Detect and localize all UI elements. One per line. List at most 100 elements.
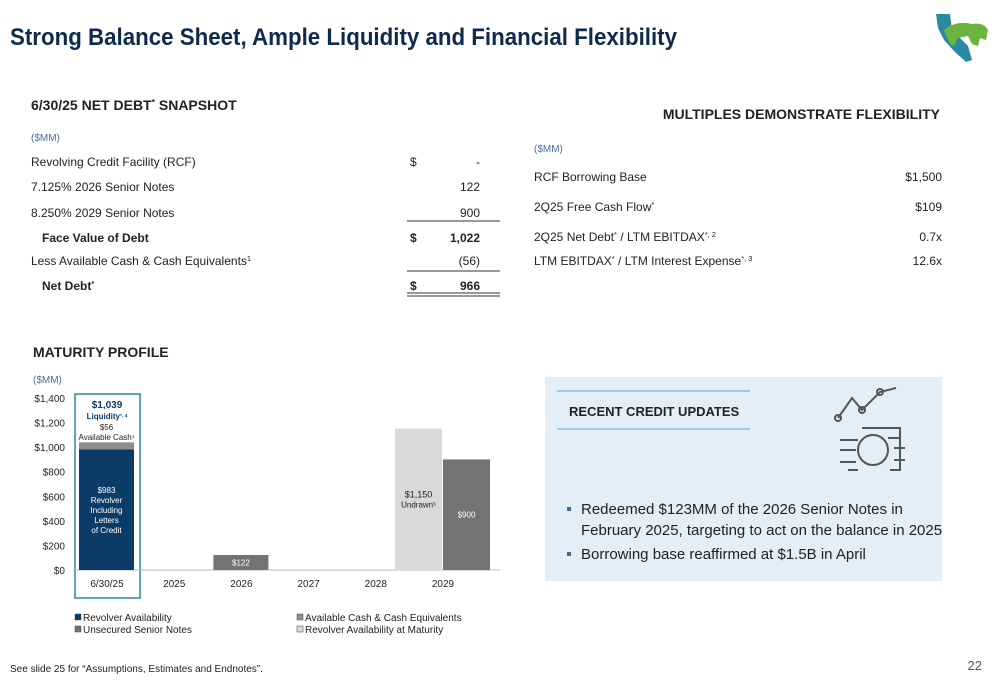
row-label-part: * xyxy=(614,230,617,239)
finance-icon xyxy=(834,387,905,471)
panel-title-part: RECENT CREDIT UPDATES xyxy=(569,404,740,419)
x-tick-label-part: 2029 xyxy=(432,579,455,590)
data-label-part: $56 xyxy=(100,423,114,432)
data-label: $122 xyxy=(232,559,250,568)
legend-label: Revolver Availability xyxy=(83,613,172,624)
row-label-part: * xyxy=(612,254,615,263)
row-label-part: Less Available Cash & Cash Equivalents xyxy=(31,254,247,268)
row-label: 8.250% 2029 Senior Notes xyxy=(31,206,174,220)
y-tick-label: $1,400 xyxy=(34,394,65,405)
section-title: 6/30/25 NET DEBT* SNAPSHOT xyxy=(31,97,237,113)
legend-label-part: Revolver Availability at Maturity xyxy=(305,625,443,636)
row-label-part: 1 xyxy=(247,254,251,263)
row-label-part: * xyxy=(651,200,654,209)
row-label-part: 8.250% 2029 Senior Notes xyxy=(31,206,174,220)
bar-caption: Revolver xyxy=(91,496,123,505)
x-tick-label: 2026 xyxy=(230,579,253,590)
bar-caption-part: Available Cash xyxy=(79,433,132,442)
x-tick-label-part: 2027 xyxy=(297,579,320,590)
bar-caption-part: Revolver xyxy=(91,496,123,505)
axis-label-part: ($MM) xyxy=(33,375,62,386)
chart-title-part: MATURITY PROFILE xyxy=(33,344,169,360)
y-tick-label-part: $200 xyxy=(43,541,66,552)
section-title-part: * xyxy=(152,97,156,107)
data-label-part: $900 xyxy=(458,511,476,520)
y-tick-label: $400 xyxy=(43,517,66,528)
row-value-part: $109 xyxy=(915,200,942,214)
row-value: - xyxy=(476,155,480,169)
row-value-part: $1,500 xyxy=(905,170,942,184)
y-tick-label-part: $1,000 xyxy=(34,443,65,454)
x-tick-label-part: 2026 xyxy=(230,579,253,590)
bullet-text: Borrowing base reaffirmed at $1.5B in Ap… xyxy=(581,546,866,563)
x-tick-label: 2025 xyxy=(163,579,186,590)
x-tick-label-part: 6/30/25 xyxy=(90,579,124,590)
row-value: 900 xyxy=(460,206,480,220)
row-currency: $ xyxy=(410,279,417,293)
row-label-part: 7.125% 2026 Senior Notes xyxy=(31,180,174,194)
axis-label: ($MM) xyxy=(33,375,62,386)
y-tick-label: $200 xyxy=(43,541,66,552)
x-tick-label-part: 2025 xyxy=(163,579,186,590)
bar-caption-part: 1 xyxy=(132,434,135,440)
row-value: (56) xyxy=(459,254,480,268)
data-label: $1,150 xyxy=(405,489,433,499)
data-label-part: $122 xyxy=(232,559,250,568)
row-label-part: / LTM Interest Expense xyxy=(615,254,742,268)
row-label: Net Debt* xyxy=(42,279,94,294)
legend-swatch xyxy=(74,625,82,633)
bullet-text-part: Borrowing base reaffirmed at $1.5B in Ap… xyxy=(581,546,866,563)
legend-label-part: Unsecured Senior Notes xyxy=(83,625,192,636)
bullet-text-part: Redeemed $123MM of the 2026 Senior Notes… xyxy=(581,501,903,518)
row-label: LTM EBITDAX* / LTM Interest Expense*, 3 xyxy=(534,254,752,269)
row-currency-part: $ xyxy=(410,155,417,169)
data-label-part: $983 xyxy=(98,486,116,495)
x-tick-label: 2027 xyxy=(297,579,320,590)
section-title-part: 6/30/25 NET DEBT xyxy=(31,97,152,113)
row-label-part: Revolving Credit Facility (RCF) xyxy=(31,155,196,169)
bar-caption: of Credit xyxy=(91,526,122,535)
bullet-text-part: February 2025, targeting to act on the b… xyxy=(581,522,942,539)
y-tick-label-part: $1,200 xyxy=(34,419,65,430)
legend-label: Unsecured Senior Notes xyxy=(83,625,192,636)
legend-swatch xyxy=(74,613,82,621)
bullet-marker xyxy=(567,507,571,511)
y-tick-label-part: $0 xyxy=(54,566,66,577)
y-tick-label-part: $600 xyxy=(43,492,66,503)
row-currency-part: $ xyxy=(410,279,417,293)
bar-caption: Available Cash1 xyxy=(79,433,135,442)
row-label-part: 2Q25 Net Debt xyxy=(534,230,615,244)
bar xyxy=(213,555,269,570)
row-value: 122 xyxy=(460,180,480,194)
bullet-marker xyxy=(567,552,571,556)
unit-label: ($MM) xyxy=(31,133,60,144)
bullet-text: February 2025, targeting to act on the b… xyxy=(581,522,942,539)
row-value-part: 122 xyxy=(460,180,480,194)
y-tick-label: $1,200 xyxy=(34,419,65,430)
row-label-part: Face Value of Debt xyxy=(42,231,149,245)
y-tick-label-part: $400 xyxy=(43,517,66,528)
y-tick-label: $600 xyxy=(43,492,66,503)
data-label-part: $1,150 xyxy=(405,489,433,499)
y-tick-label: $800 xyxy=(43,468,66,479)
row-label-part: LTM EBITDAX xyxy=(534,254,612,268)
logo-bear xyxy=(944,22,988,46)
section-title-part: MULTIPLES DEMONSTRATE FLEXIBILITY xyxy=(663,106,941,122)
panel-title: RECENT CREDIT UPDATES xyxy=(569,404,740,419)
bar-caption-part: Letters xyxy=(94,516,118,525)
row-label-part: 2Q25 Free Cash Flow xyxy=(534,200,652,214)
row-label-part: RCF Borrowing Base xyxy=(534,170,647,184)
y-tick-label-part: $800 xyxy=(43,468,66,479)
footnote: See slide 25 for “Assumptions, Estimates… xyxy=(10,664,263,675)
bar-caption-part: of Credit xyxy=(91,526,122,535)
row-label: Face Value of Debt xyxy=(42,231,149,245)
updates-panel xyxy=(545,377,942,581)
row-label: 2Q25 Net Debt* / LTM EBITDAX*, 2 xyxy=(534,230,716,245)
x-tick-label: 6/30/25 xyxy=(90,579,124,590)
legend-label-part: Available Cash & Cash Equivalents xyxy=(305,613,462,624)
y-tick-label: $0 xyxy=(54,566,66,577)
total-caption-part: *, 4 xyxy=(120,413,128,419)
row-value-part: (56) xyxy=(459,254,480,268)
row-value: $1,500 xyxy=(905,170,942,184)
